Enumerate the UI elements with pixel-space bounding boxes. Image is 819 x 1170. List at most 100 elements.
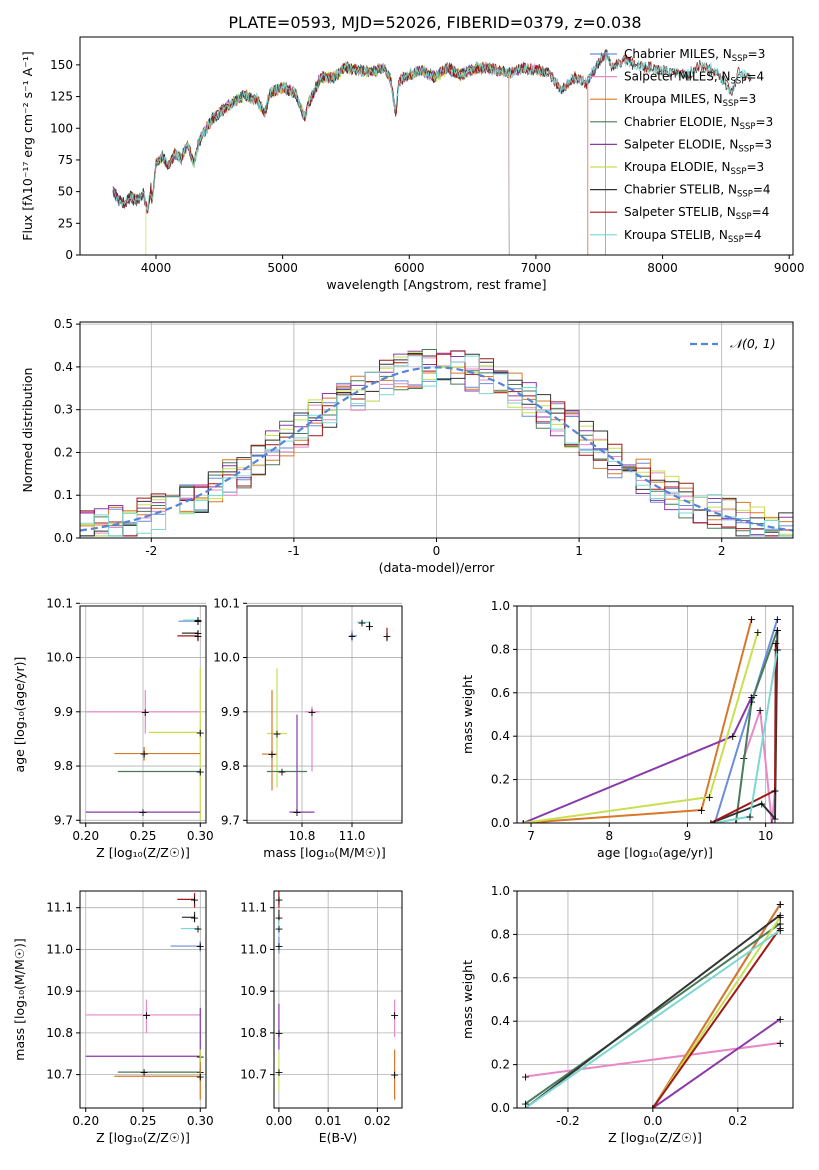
chart-1: -2 -1 0 1 2 0.0 0.1 0.2 0.3 0.4 0.5 (data-model)/er… xyxy=(20,317,794,575)
legend-eq: =4 xyxy=(752,205,770,219)
series-line-2 xyxy=(523,618,753,823)
series-marker: + xyxy=(745,810,754,823)
chart-2: +++++++++0.20 0.25 0.309.79.89.910.010.1Z … xyxy=(12,596,214,860)
legend-sub: SSP xyxy=(736,212,752,222)
gaussian-legend-label: 𝒩(0, 1) xyxy=(730,336,776,351)
legend-eq: =3 xyxy=(746,160,764,174)
y-tick-label: 10.0 xyxy=(46,651,73,665)
series-marker: + xyxy=(756,704,765,717)
marker: + xyxy=(292,806,301,819)
series-marker: + xyxy=(648,1102,657,1115)
y-tick-label: 10.8 xyxy=(240,1026,267,1040)
series-marker: + xyxy=(776,898,785,911)
legend-sub: SSP xyxy=(731,167,747,177)
y-axis-label: mass weight xyxy=(460,675,475,754)
series-marker: + xyxy=(771,637,780,650)
marker: + xyxy=(274,940,283,953)
y-tick-label: 9.8 xyxy=(54,759,73,773)
series-marker: + xyxy=(776,911,785,924)
plot-area xyxy=(112,48,752,255)
y-tick-label: 11.0 xyxy=(46,942,73,956)
series-line-4 xyxy=(522,696,753,823)
marker: + xyxy=(190,911,199,924)
x-tick-label: 7 xyxy=(527,829,535,843)
y-tick-label: 50 xyxy=(58,185,73,199)
chart-6: ++++++++0.00 0.01 0.0210.710.810.911.011.1… xyxy=(240,890,403,1145)
x-tick-label: 0 xyxy=(433,544,441,558)
y-tick-label: 0.1 xyxy=(54,488,73,502)
y-tick-label: 0.6 xyxy=(491,686,510,700)
marker: + xyxy=(274,911,283,924)
series-marker: + xyxy=(519,817,528,830)
x-tick-label: 0.02 xyxy=(364,1114,391,1128)
axes-frame xyxy=(246,605,403,824)
marker: + xyxy=(193,923,202,936)
histogram-7 xyxy=(80,350,793,538)
series-line-3 xyxy=(734,629,779,823)
y-tick-label: 0.2 xyxy=(54,445,73,459)
series-marker: + xyxy=(648,1102,657,1115)
x-tick-label: 0.20 xyxy=(72,829,99,843)
x-tick-label: 2 xyxy=(718,544,726,558)
marker: + xyxy=(267,748,276,761)
spectrum-line-2 xyxy=(112,61,589,255)
spectrum-line-7 xyxy=(112,51,752,215)
x-tick-label: 4000 xyxy=(141,261,172,275)
series-marker: + xyxy=(773,643,782,656)
plot-area: ++++++++++++++++++ xyxy=(521,898,785,1115)
series-marker: + xyxy=(705,791,714,804)
x-tick-label: 6000 xyxy=(394,261,425,275)
x-tick-label: 8000 xyxy=(647,261,678,275)
x-tick-label: 0.30 xyxy=(187,1114,214,1128)
spectrum-legend: Chabrier MILES, NSSP=3 Salpeter MILES, NS… xyxy=(590,47,773,245)
marker: + xyxy=(382,630,391,643)
y-tick-label: 0.5 xyxy=(54,317,73,331)
legend-eq: =3 xyxy=(756,115,774,129)
marker: + xyxy=(140,1066,149,1079)
x-tick-label: -0.2 xyxy=(556,1114,579,1128)
axes-frame xyxy=(516,605,794,824)
y-tick-label: 9.9 xyxy=(54,705,73,719)
series-marker: + xyxy=(521,1102,530,1115)
y-tick-label: 10.0 xyxy=(213,651,240,665)
legend-label: Chabrier MILES, NSSP=3 xyxy=(624,47,765,64)
plot-area: +++++++++ xyxy=(85,614,205,821)
series-marker: + xyxy=(648,1102,657,1115)
x-tick-label: 5000 xyxy=(267,261,298,275)
marker: + xyxy=(274,1066,283,1079)
series-marker: + xyxy=(767,817,776,830)
x-tick-label: 9000 xyxy=(774,261,805,275)
legend-eq: =4 xyxy=(744,228,762,242)
x-axis-label: Z [log₁₀(Z/Z☉)] xyxy=(96,1130,190,1145)
marker: + xyxy=(193,630,202,643)
marker: + xyxy=(190,893,199,906)
series-marker: + xyxy=(773,624,782,637)
y-tick-label: 0.0 xyxy=(491,1101,510,1115)
x-axis-label: Z [log₁₀(Z/Z☉)] xyxy=(608,1130,702,1145)
plot-area: +++++++++ xyxy=(262,616,392,819)
series-line-6 xyxy=(524,914,781,1108)
marker: + xyxy=(277,765,286,778)
legend-label: Salpeter ELODIE, NSSP=3 xyxy=(624,137,772,154)
y-axis-label: mass [log₁₀(M/M☉)] xyxy=(12,938,27,1060)
y-tick-label: 0 xyxy=(65,248,73,262)
marker: + xyxy=(196,1070,205,1083)
series-line-4 xyxy=(652,1018,781,1108)
marker: + xyxy=(193,614,202,627)
marker: + xyxy=(140,748,149,761)
series-line-8 xyxy=(714,649,779,823)
x-tick-label: 0.00 xyxy=(266,1114,293,1128)
legend-sub: SSP xyxy=(737,190,753,200)
x-axis-label: (data-model)/error xyxy=(379,560,496,575)
plot-area: +++++++++++++++++++++++++++++ xyxy=(519,613,782,830)
marker: + xyxy=(357,616,366,629)
legend-sub: SSP xyxy=(740,122,756,132)
y-tick-label: 0.8 xyxy=(491,927,510,941)
series-line-1 xyxy=(742,709,776,823)
x-tick-label: 0.0 xyxy=(643,1114,662,1128)
series-marker: + xyxy=(776,1013,785,1026)
x-tick-label: 0.2 xyxy=(728,1114,747,1128)
legend-label: Chabrier ELODIE, NSSP=3 xyxy=(624,115,773,132)
y-tick-label: 75 xyxy=(58,153,73,167)
